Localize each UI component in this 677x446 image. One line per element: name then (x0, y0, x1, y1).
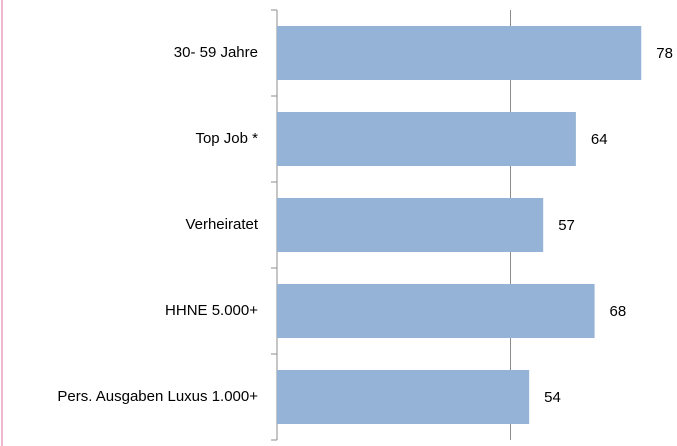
y-tick-label: Verheiratet (185, 216, 258, 233)
bar (277, 198, 544, 252)
bar (277, 284, 595, 338)
value-label: 57 (558, 217, 575, 234)
bar (277, 112, 576, 166)
value-label: 78 (656, 45, 673, 62)
y-tick-label: Top Job * (195, 130, 258, 147)
y-tick-label: HHNE 5.000+ (165, 302, 258, 319)
value-label: 64 (591, 131, 608, 148)
bar (277, 26, 642, 80)
bar (277, 370, 530, 424)
value-label: 68 (610, 303, 627, 320)
y-tick-label: 30- 59 Jahre (174, 44, 258, 61)
value-label: 54 (544, 389, 561, 406)
y-tick-label: Pers. Ausgaben Luxus 1.000+ (57, 388, 258, 405)
